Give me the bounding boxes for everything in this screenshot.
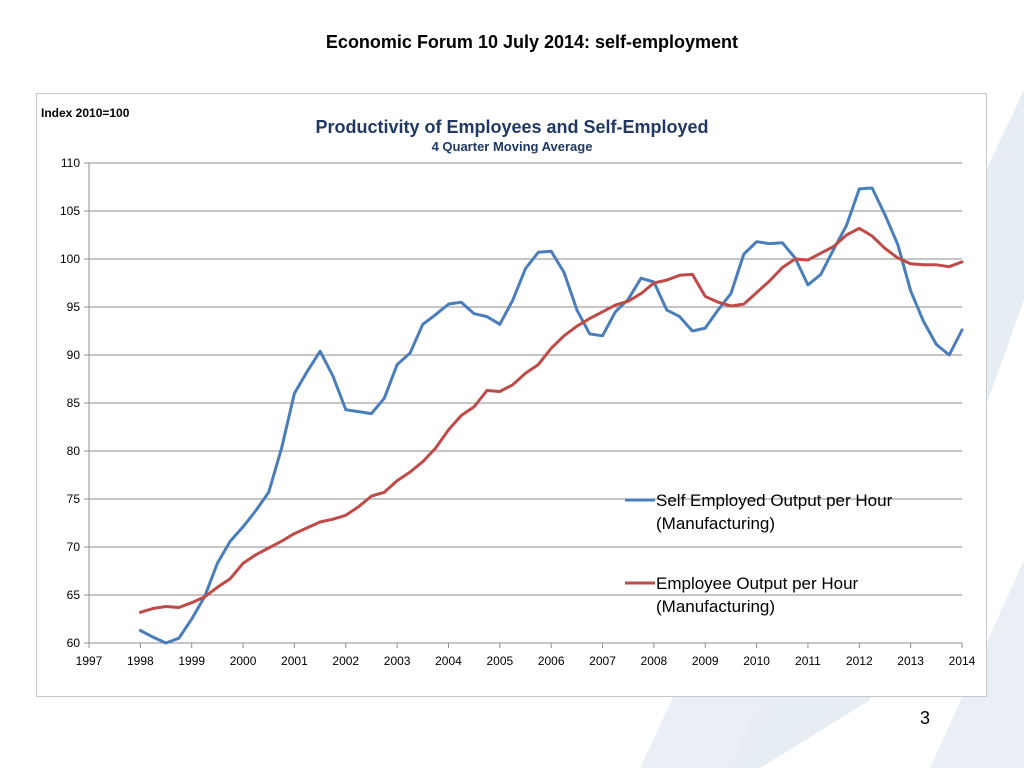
legend-label: Self Employed Output per Hour (Manufactur… bbox=[656, 491, 893, 533]
x-tick-label: 1998 bbox=[127, 654, 154, 668]
x-tick-label: 2012 bbox=[846, 654, 873, 668]
y-tick-label: 70 bbox=[67, 540, 81, 554]
x-tick-label: 2002 bbox=[332, 654, 359, 668]
x-tick-label: 2008 bbox=[641, 654, 668, 668]
y-tick-label: 95 bbox=[67, 300, 81, 314]
chart-frame: Index 2010=100 Productivity of Employees… bbox=[36, 93, 987, 697]
x-tick-label: 2007 bbox=[589, 654, 616, 668]
y-tick-label: 85 bbox=[67, 396, 81, 410]
series-line-1 bbox=[138, 186, 964, 645]
x-tick-label: 2014 bbox=[949, 654, 976, 668]
x-tick-label: 2006 bbox=[538, 654, 565, 668]
y-tick-label: 80 bbox=[67, 444, 81, 458]
legend: Self Employed Output per Hour (Manufactur… bbox=[625, 491, 893, 616]
y-tick-label: 100 bbox=[60, 252, 80, 266]
series-line-2 bbox=[138, 226, 964, 614]
y-tick-label: 110 bbox=[61, 156, 80, 170]
x-tick-label: 1999 bbox=[178, 654, 205, 668]
axes: 60 65 70 75 80 85 90 95 100 105 110 1997 1998 1999 200… bbox=[60, 156, 976, 668]
x-tick-label: 2010 bbox=[743, 654, 770, 668]
chart-title: Productivity of Employees and Self-Emplo… bbox=[315, 117, 708, 137]
line-chart: Index 2010=100 Productivity of Employees… bbox=[41, 106, 976, 668]
x-tick-label: 2000 bbox=[230, 654, 257, 668]
page-number: 3 bbox=[920, 708, 931, 728]
y-tick-label: 105 bbox=[60, 204, 80, 218]
slide-title: Economic Forum 10 July 2014: self-employ… bbox=[325, 32, 739, 52]
x-tick-label: 1997 bbox=[76, 654, 103, 668]
x-tick-label: 2001 bbox=[281, 654, 308, 668]
chart-subtitle: 4 Quarter Moving Average bbox=[432, 139, 593, 154]
x-tick-label: 2003 bbox=[384, 654, 411, 668]
x-tick-label: 2011 bbox=[795, 654, 821, 668]
series-lines bbox=[138, 186, 964, 645]
legend-label: Employee Output per Hour (Manufacturing) bbox=[656, 574, 859, 616]
y-axis-label: Index 2010=100 bbox=[41, 106, 130, 120]
y-tick-label: 75 bbox=[67, 492, 81, 506]
x-tick-label: 2013 bbox=[897, 654, 924, 668]
x-tick-label: 2005 bbox=[486, 654, 513, 668]
y-tick-label: 65 bbox=[67, 588, 81, 602]
x-tick-label: 2004 bbox=[435, 654, 462, 668]
y-tick-label: 90 bbox=[67, 348, 81, 362]
grid-lines bbox=[89, 162, 962, 644]
y-tick-label: 60 bbox=[67, 636, 81, 650]
x-tick-label: 2009 bbox=[692, 654, 719, 668]
